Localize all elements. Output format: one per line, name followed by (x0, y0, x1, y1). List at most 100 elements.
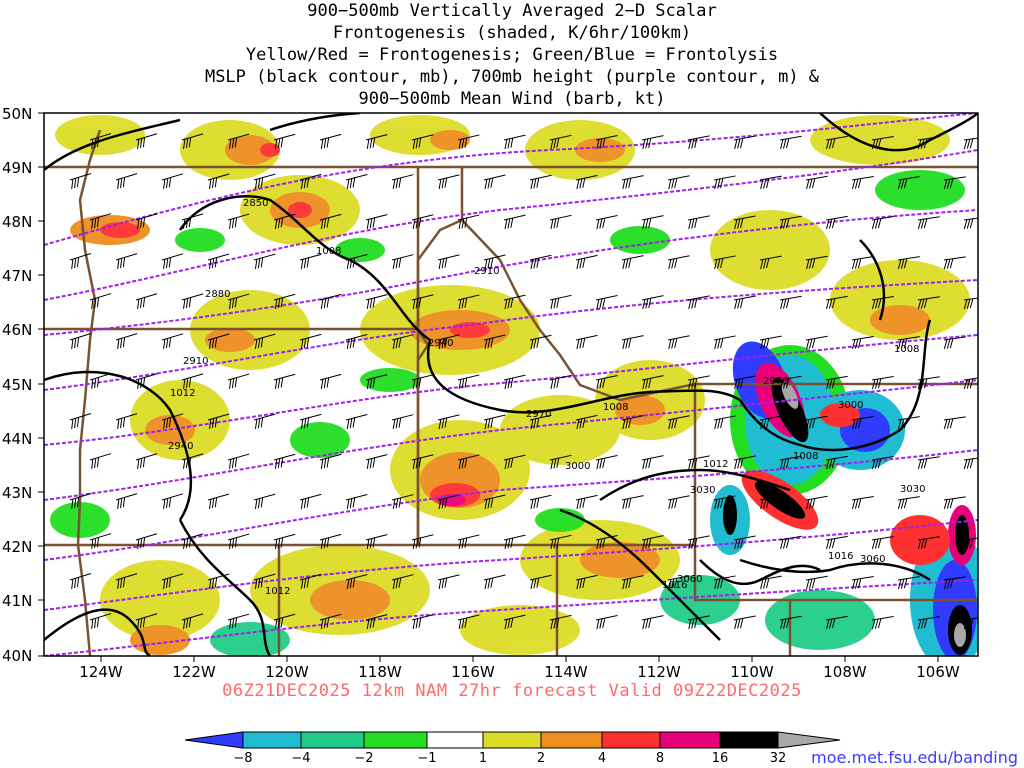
wind-barb (457, 454, 480, 470)
wind-barb (503, 374, 526, 390)
wind-barb (89, 373, 112, 389)
wind-barb (365, 214, 388, 230)
wind-barb (779, 295, 802, 310)
wind-barb (253, 173, 276, 190)
wind-barb (595, 214, 618, 230)
wind-barb (871, 136, 894, 150)
wind-barb (69, 492, 92, 509)
colorbar-segment (300, 731, 365, 749)
wind-barb (253, 573, 276, 590)
wind-barb (181, 613, 204, 629)
wind-barb (687, 375, 710, 390)
wind-barb (345, 254, 368, 270)
lat-label: 42N (2, 538, 32, 556)
wind-barb (319, 373, 342, 390)
wind-barb (963, 296, 978, 310)
wind-barb (391, 174, 414, 190)
source-credit-link[interactable]: moe.met.fsu.edu/banding (811, 748, 1018, 767)
wind-barb (69, 252, 92, 269)
wind-barb (713, 175, 736, 190)
wind-barb (391, 574, 414, 590)
wind-barb (503, 214, 526, 230)
wind-barb (871, 456, 894, 470)
wind-barb (825, 135, 848, 150)
colorbar-label: −1 (417, 751, 436, 766)
wind-barb (457, 294, 480, 310)
wind-barb (805, 335, 828, 350)
wind-barb (549, 374, 572, 390)
wind-barb (161, 253, 184, 269)
wind-barb (437, 254, 460, 270)
title-line-4: MSLP (black contour, mb), 700mb height (… (204, 67, 820, 87)
wind-barb (713, 255, 736, 270)
wind-barb (549, 294, 572, 310)
wind-barb (299, 413, 322, 430)
wind-barb (207, 253, 230, 270)
wind-barb (733, 215, 756, 230)
colorbar-label: −2 (354, 751, 373, 766)
wind-barb (181, 213, 204, 229)
wind-barb (89, 533, 112, 549)
wind-barb (897, 176, 920, 190)
wind-barb (963, 456, 978, 470)
wind-barb (621, 175, 644, 190)
wind-barb (529, 494, 552, 510)
mslp-label: 1008 (793, 451, 818, 462)
wind-barb (897, 256, 920, 270)
wind-barb (299, 493, 322, 510)
longitude-axis: 124W 122W 120W 118W 116W 114W 112W 110W … (79, 656, 960, 681)
wind-barbs (69, 133, 978, 630)
height-label: 2880 (205, 289, 230, 300)
wind-barb (319, 533, 342, 550)
wind-barb (733, 375, 756, 390)
wind-barb (227, 293, 250, 310)
wind-barb (365, 374, 388, 390)
wind-barb (115, 333, 138, 349)
wind-barb (595, 614, 618, 630)
wind-barb (825, 535, 848, 550)
colorbar-segment (242, 731, 302, 749)
height-label: 3030 (900, 484, 925, 495)
wind-barb (943, 416, 966, 430)
wind-barb (779, 375, 802, 390)
latitude-axis: 50N 49N 48N 47N 46N 45N 44N 43N 42N 41N … (2, 105, 44, 665)
wind-barb (871, 216, 894, 230)
wind-barb (851, 335, 874, 350)
lat-label: 44N (2, 430, 32, 448)
wind-barb (529, 174, 552, 190)
wind-barb (733, 295, 756, 310)
wind-barb (89, 613, 112, 629)
wind-barb (391, 494, 414, 510)
lat-label: 49N (2, 159, 32, 177)
lat-label: 48N (2, 213, 32, 231)
wind-barb (621, 495, 644, 510)
wind-barb (595, 294, 618, 310)
title-line-3: Yellow/Red = Frontogenesis; Green/Blue =… (245, 45, 779, 65)
wind-barb (687, 215, 710, 230)
wind-barb (687, 615, 710, 630)
wind-barb (115, 493, 138, 509)
wind-barb (621, 575, 644, 590)
wind-barb (529, 574, 552, 590)
wind-barb (457, 214, 480, 230)
wind-barb (805, 415, 828, 430)
lon-label: 108W (823, 663, 867, 681)
wind-barb (851, 415, 874, 430)
height-label: 3000 (838, 400, 863, 411)
wind-barb (825, 615, 848, 630)
lat-label: 40N (2, 647, 32, 665)
wind-barb (963, 136, 978, 150)
lon-label: 106W (916, 663, 960, 681)
wind-barb (273, 533, 296, 550)
height-label: 2910 (183, 356, 208, 367)
wind-barb (667, 575, 690, 590)
wind-barb (621, 415, 644, 430)
wind-barb (897, 416, 920, 430)
colorbar-segment (184, 731, 244, 749)
wind-barb (963, 216, 978, 230)
forecast-valid-time: 06Z21DEC2025 12km NAM 27hr forecast Vali… (222, 681, 802, 701)
title-line-1: 900−500mb Vertically Averaged 2−D Scalar (307, 1, 717, 21)
height-label: 2940 (168, 441, 193, 452)
wind-barb (713, 495, 736, 510)
wind-barb (503, 614, 526, 630)
